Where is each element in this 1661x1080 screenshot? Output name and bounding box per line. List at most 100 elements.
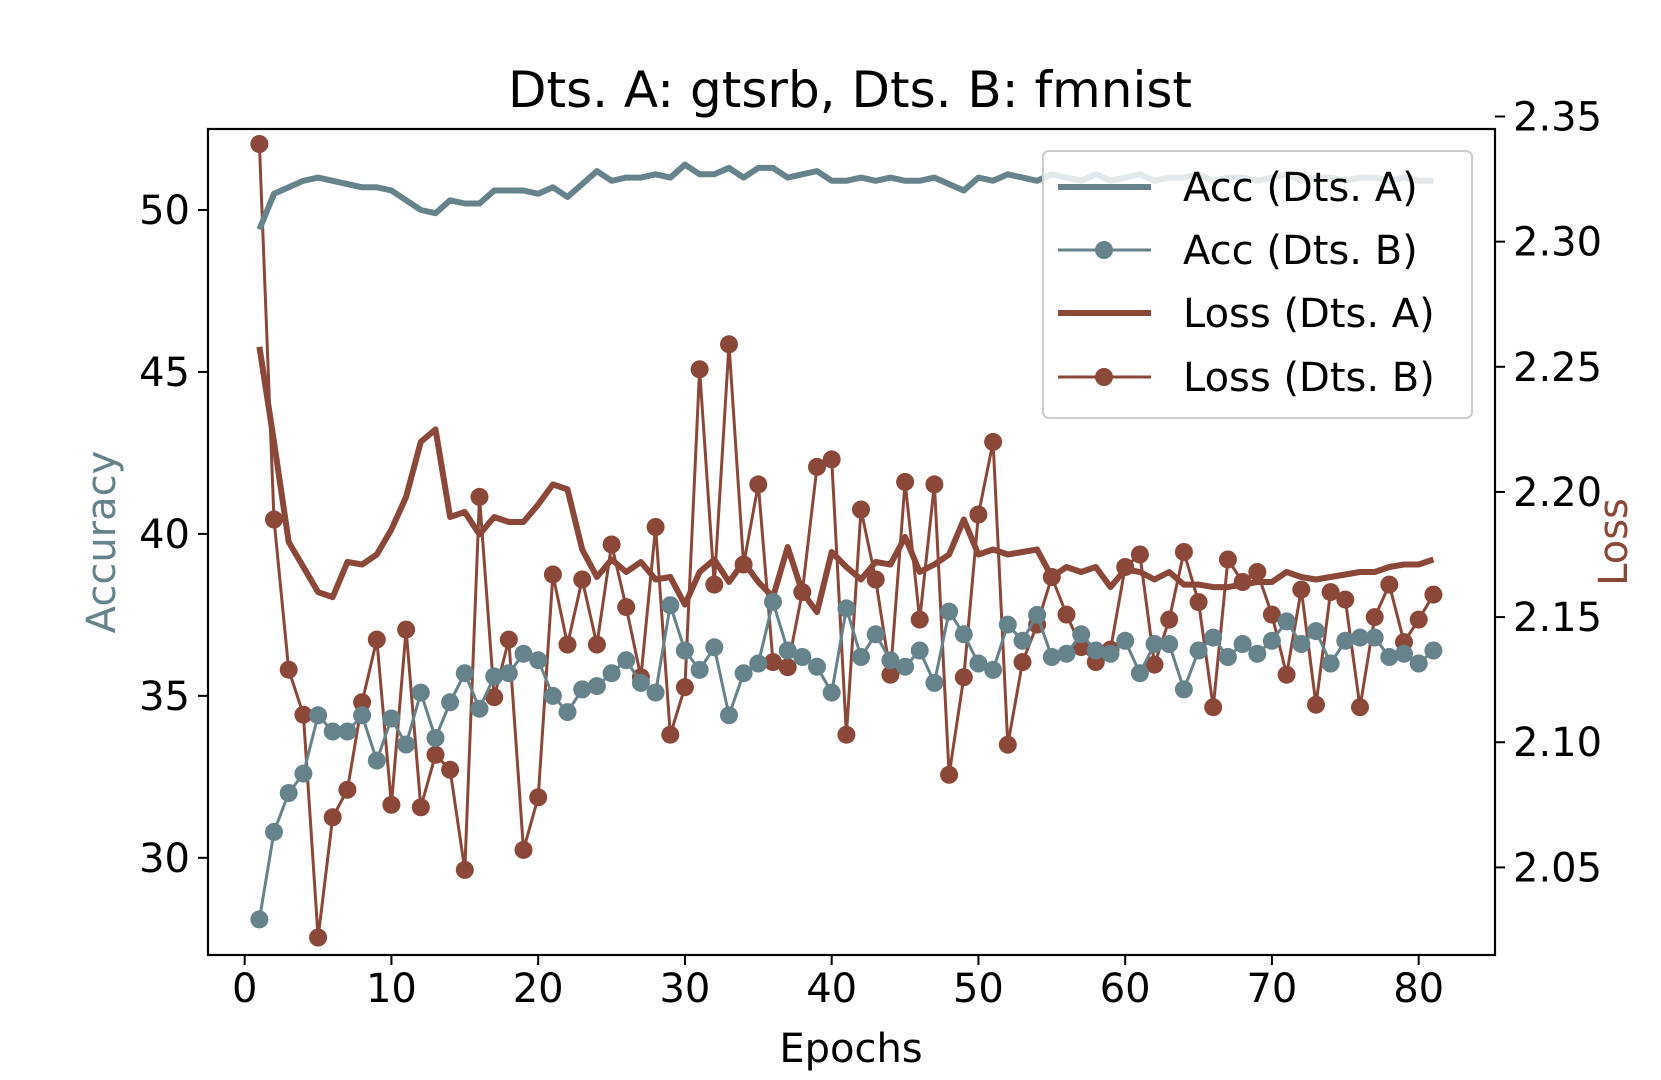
chart-title: Dts. A: gtsrb, Dts. B: fmnist (508, 61, 1192, 119)
y-right-tick-label: 2.15 (1513, 595, 1602, 641)
data-point-acc-dts-b (602, 664, 621, 683)
data-point-loss-dts-b (411, 798, 430, 817)
data-point-acc-dts-b (1380, 648, 1399, 666)
x-tick-label: 60 (1100, 966, 1151, 1012)
data-point-loss-dts-b (529, 788, 548, 807)
data-point-acc-dts-b (866, 625, 885, 644)
data-point-loss-dts-b (1351, 698, 1369, 717)
data-point-loss-dts-b (1262, 605, 1281, 624)
data-point-loss-dts-b (1233, 573, 1252, 591)
data-point-acc-dts-b (543, 686, 562, 705)
y-left-tick-label: 50 (139, 188, 190, 234)
data-point-acc-dts-b (529, 651, 548, 670)
series-loss-dts-b (250, 135, 1443, 947)
data-point-acc-dts-b (573, 680, 592, 699)
data-point-loss-dts-b (734, 555, 753, 574)
legend-label-loss-dts-a: Loss (Dts. A) (1183, 291, 1435, 337)
data-point-acc-dts-b (734, 664, 753, 683)
data-point-acc-dts-b (1365, 628, 1384, 647)
data-point-loss-dts-b (954, 668, 973, 687)
y-right-tick-label: 2.20 (1513, 470, 1602, 516)
x-tick-label: 30 (659, 966, 710, 1012)
data-point-acc-dts-b (675, 641, 694, 660)
data-point-acc-dts-b (1145, 635, 1164, 653)
data-point-acc-dts-b (1204, 628, 1223, 647)
data-point-loss-dts-b (353, 693, 372, 712)
data-point-acc-dts-b (250, 910, 269, 929)
data-point-acc-dts-b (558, 703, 577, 722)
x-tick-label: 50 (953, 966, 1004, 1012)
data-point-acc-dts-b (470, 699, 489, 718)
data-point-acc-dts-b (323, 722, 342, 741)
data-point-acc-dts-b (353, 706, 372, 725)
data-point-loss-dts-b (1409, 610, 1428, 629)
y-axis-left-title: Accuracy (79, 451, 125, 634)
data-point-loss-dts-b (896, 472, 915, 491)
data-point-loss-dts-b (279, 660, 298, 679)
data-point-acc-dts-b (1292, 635, 1311, 653)
data-point-loss-dts-b (690, 360, 709, 379)
data-point-acc-dts-b (749, 654, 768, 673)
data-point-loss-dts-b (1424, 585, 1443, 604)
data-point-loss-dts-b (1057, 605, 1076, 624)
data-point-loss-dts-b (852, 500, 870, 519)
data-point-acc-dts-b (279, 784, 298, 802)
data-point-loss-dts-b (617, 598, 636, 617)
y-left-tick-label: 40 (139, 512, 190, 558)
data-point-loss-dts-b (309, 928, 328, 947)
data-point-loss-dts-b (778, 658, 797, 677)
data-point-loss-dts-b (602, 535, 621, 554)
data-point-loss-dts-b (764, 653, 782, 672)
data-point-acc-dts-b (1336, 631, 1355, 650)
data-point-acc-dts-b (984, 660, 1003, 679)
data-point-acc-dts-b (367, 751, 386, 770)
x-tick-label: 0 (232, 966, 257, 1012)
y-right-tick-label: 2.05 (1513, 845, 1602, 891)
data-point-loss-dts-b (984, 432, 1003, 451)
y-right-tick-label: 2.30 (1513, 220, 1602, 266)
data-point-acc-dts-b (1409, 654, 1428, 673)
data-point-acc-dts-b (1174, 680, 1193, 699)
data-point-acc-dts-b (690, 660, 709, 679)
data-point-acc-dts-b (1233, 635, 1252, 653)
data-point-loss-dts-b (426, 745, 445, 764)
y-axis-right-title: Loss (1591, 498, 1637, 586)
data-point-acc-dts-b (954, 625, 973, 644)
data-point-loss-dts-b (265, 510, 283, 529)
legend-label-acc-dts-b: Acc (Dts. B) (1183, 228, 1418, 274)
legend-marker-acc-dts-b (1095, 241, 1113, 259)
data-point-acc-dts-b (1262, 631, 1281, 650)
x-tick-label: 70 (1246, 966, 1297, 1012)
data-point-acc-dts-b (309, 706, 328, 725)
x-tick-label: 10 (366, 966, 417, 1012)
data-point-loss-dts-b (455, 860, 474, 879)
series-acc-dts-b (250, 592, 1443, 929)
data-point-loss-dts-b (1380, 575, 1399, 594)
data-point-acc-dts-b (1130, 664, 1149, 683)
data-point-acc-dts-b (1395, 644, 1413, 663)
data-point-acc-dts-b (1160, 635, 1179, 653)
data-point-acc-dts-b (1086, 641, 1105, 660)
data-point-loss-dts-b (1160, 610, 1179, 629)
data-point-loss-dts-b (1042, 568, 1061, 586)
data-point-acc-dts-b (455, 664, 474, 683)
data-point-loss-dts-b (250, 135, 269, 153)
data-point-loss-dts-b (338, 780, 357, 799)
data-point-loss-dts-b (837, 725, 856, 744)
data-point-loss-dts-b (1174, 543, 1193, 561)
data-point-loss-dts-b (969, 505, 988, 524)
data-point-acc-dts-b (764, 592, 782, 611)
data-point-acc-dts-b (514, 644, 533, 663)
data-point-loss-dts-b (822, 450, 841, 469)
data-point-acc-dts-b (499, 664, 518, 683)
data-point-loss-dts-b (543, 565, 562, 584)
y-left-tick-label: 35 (139, 674, 190, 720)
data-point-loss-dts-b (1277, 665, 1296, 684)
data-point-loss-dts-b (1365, 608, 1384, 627)
y-left-tick-label: 45 (139, 350, 190, 396)
data-point-acc-dts-b (1116, 631, 1135, 650)
legend-label-loss-dts-b: Loss (Dts. B) (1183, 355, 1435, 401)
data-point-loss-dts-b (514, 840, 533, 859)
data-point-loss-dts-b (808, 457, 826, 476)
